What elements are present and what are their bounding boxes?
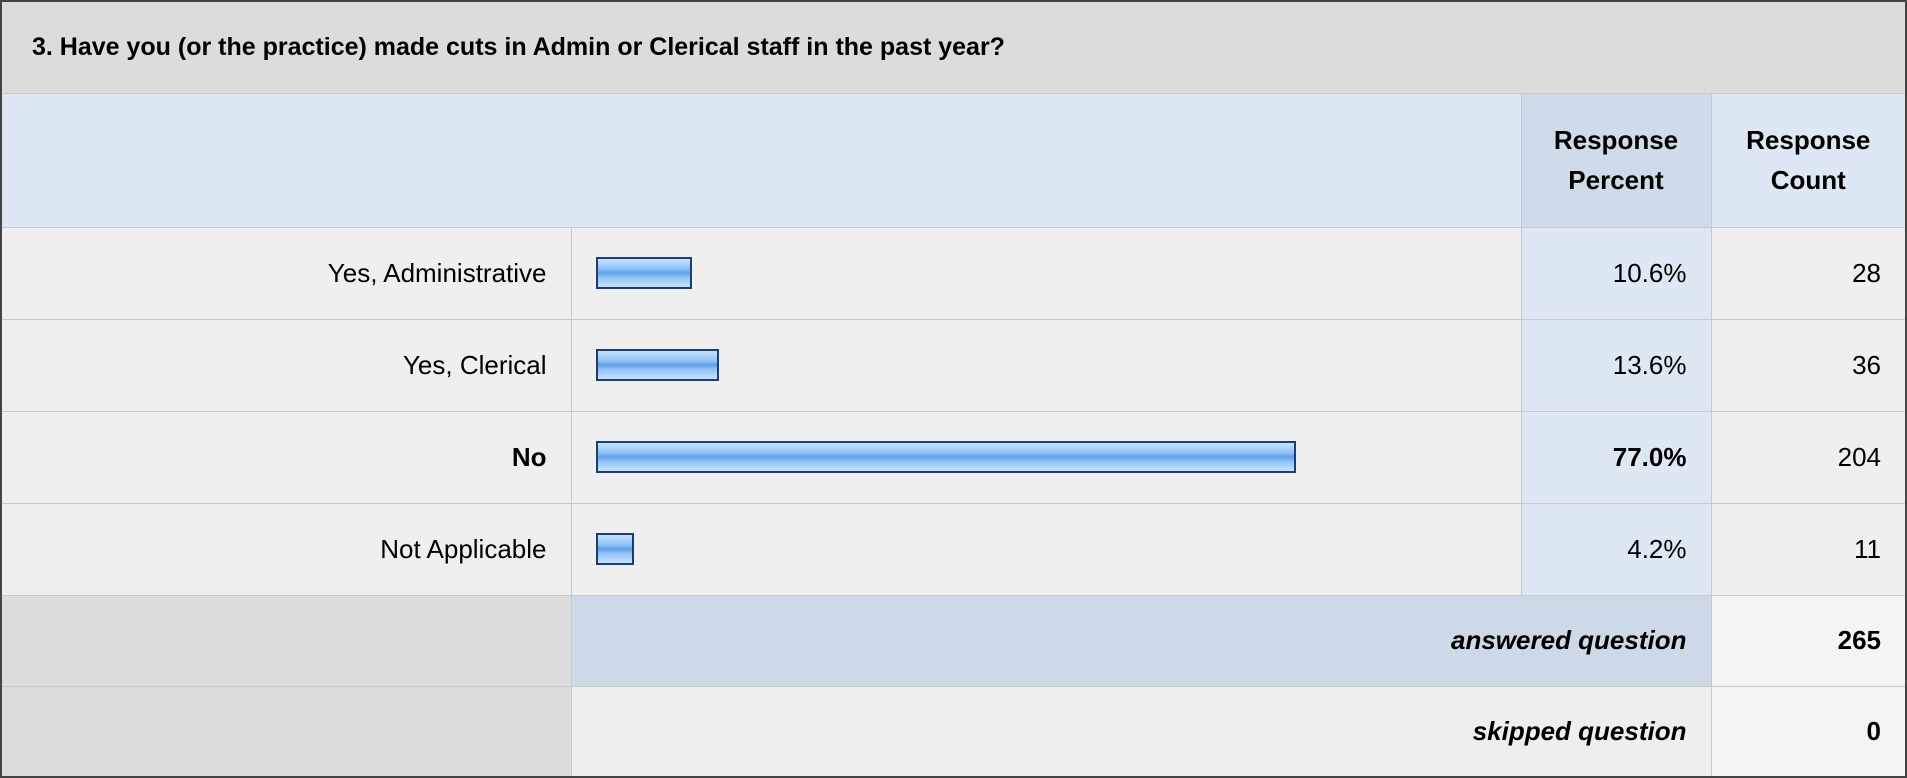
bar-cell bbox=[570, 502, 1522, 596]
response-percent: 4.2% bbox=[1520, 502, 1712, 596]
answer-label: Not Applicable bbox=[0, 502, 572, 596]
skipped-row: skipped question 0 bbox=[0, 685, 1907, 778]
bar bbox=[595, 349, 720, 381]
header-percent: Response Percent bbox=[1520, 92, 1712, 228]
skipped-count: 0 bbox=[1710, 685, 1907, 778]
answer-label: Yes, Clerical bbox=[0, 318, 572, 412]
answered-label: answered question bbox=[570, 594, 1712, 687]
bar bbox=[595, 533, 634, 565]
bar bbox=[595, 441, 1297, 473]
answer-label: Yes, Administrative bbox=[0, 226, 572, 320]
header-count: Response Count bbox=[1710, 92, 1907, 228]
response-count: 36 bbox=[1710, 318, 1907, 412]
response-percent: 77.0% bbox=[1520, 410, 1712, 504]
header-blank bbox=[0, 92, 1522, 228]
response-percent: 10.6% bbox=[1520, 226, 1712, 320]
title-row: 3. Have you (or the practice) made cuts … bbox=[0, 0, 1907, 94]
answer-label: No bbox=[0, 410, 572, 504]
answer-row: Not Applicable 4.2% 11 bbox=[0, 502, 1907, 596]
bar bbox=[595, 257, 692, 289]
answer-row: Yes, Clerical 13.6% 36 bbox=[0, 318, 1907, 412]
side-blank bbox=[0, 685, 572, 778]
question-title: 3. Have you (or the practice) made cuts … bbox=[0, 0, 1907, 94]
answered-count: 265 bbox=[1710, 594, 1907, 687]
answer-row: Yes, Administrative 10.6% 28 bbox=[0, 226, 1907, 320]
answered-row: answered question 265 bbox=[0, 594, 1907, 687]
header-row: Response Percent Response Count bbox=[0, 92, 1907, 228]
side-blank bbox=[0, 594, 572, 687]
bar-cell bbox=[570, 410, 1522, 504]
answer-row: No 77.0% 204 bbox=[0, 410, 1907, 504]
response-count: 28 bbox=[1710, 226, 1907, 320]
response-count: 204 bbox=[1710, 410, 1907, 504]
response-percent: 13.6% bbox=[1520, 318, 1712, 412]
bar-cell bbox=[570, 318, 1522, 412]
skipped-label: skipped question bbox=[570, 685, 1712, 778]
response-count: 11 bbox=[1710, 502, 1907, 596]
bar-cell bbox=[570, 226, 1522, 320]
